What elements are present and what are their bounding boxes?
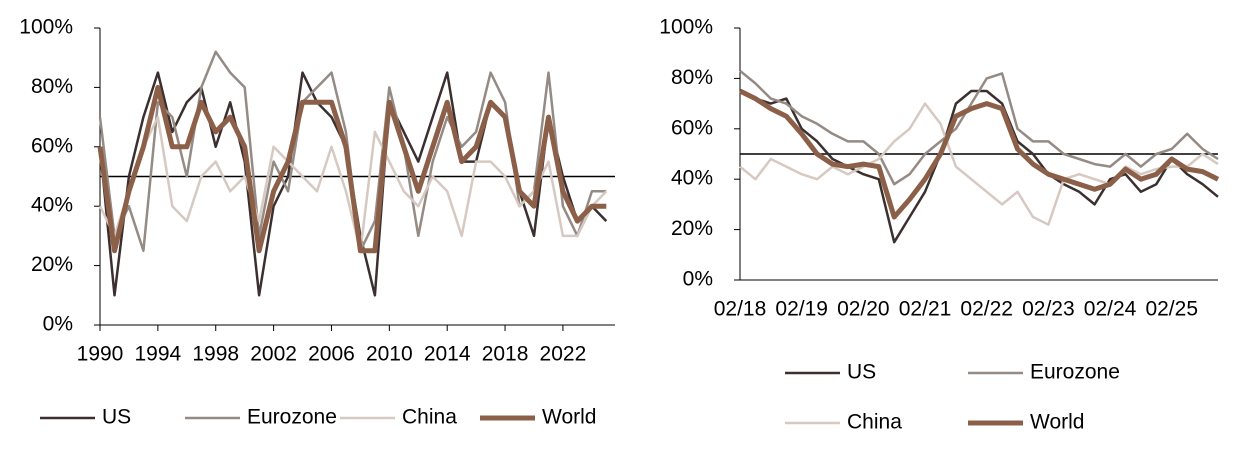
legend-label: US (847, 361, 876, 384)
x-tick-label: 1990 (77, 343, 124, 366)
y-tick-label: 20% (31, 253, 73, 276)
legend-label: Eurozone (1030, 361, 1120, 384)
y-tick-label: 40% (31, 194, 73, 217)
y-tick-label: 100% (659, 16, 713, 39)
legend-label: World (542, 406, 596, 429)
y-tick-label: 20% (671, 217, 713, 240)
x-tick-label: 02/24 (1084, 298, 1137, 321)
series-line (739, 69, 1219, 186)
series-line (98, 115, 608, 253)
y-tick-label: 100% (19, 16, 73, 39)
x-tick-label: 02/20 (837, 298, 890, 321)
y-tick-label: 60% (31, 134, 73, 157)
x-tick-label: 1998 (192, 343, 239, 366)
series-line (739, 102, 1219, 226)
x-tick-label: 02/25 (1145, 298, 1198, 321)
x-tick-label: 02/23 (1022, 298, 1075, 321)
x-tick-label: 2014 (424, 343, 471, 366)
legend-label: China (402, 406, 457, 429)
y-tick-label: 40% (671, 167, 713, 190)
legend-label: US (102, 406, 131, 429)
legend-label: China (847, 411, 902, 434)
legend-label: Eurozone (247, 406, 337, 429)
series-line (739, 89, 1219, 244)
x-tick-label: 2018 (482, 343, 529, 366)
y-tick-label: 60% (671, 116, 713, 139)
x-tick-label: 02/19 (775, 298, 828, 321)
x-tick-label: 2010 (366, 343, 413, 366)
y-tick-label: 0% (43, 313, 73, 336)
y-tick-label: 80% (31, 75, 73, 98)
x-tick-label: 2006 (308, 343, 355, 366)
x-tick-label: 02/21 (899, 298, 952, 321)
series-line (97, 84, 607, 254)
x-tick-label: 02/18 (714, 298, 767, 321)
legend-label: World (1030, 411, 1084, 434)
x-tick-label: 02/22 (960, 298, 1013, 321)
x-tick-label: 1994 (135, 343, 182, 366)
x-tick-label: 2002 (250, 343, 297, 366)
x-tick-label: 2022 (540, 343, 587, 366)
y-tick-label: 80% (671, 66, 713, 89)
y-tick-label: 0% (683, 268, 713, 291)
series-line (738, 88, 1220, 220)
